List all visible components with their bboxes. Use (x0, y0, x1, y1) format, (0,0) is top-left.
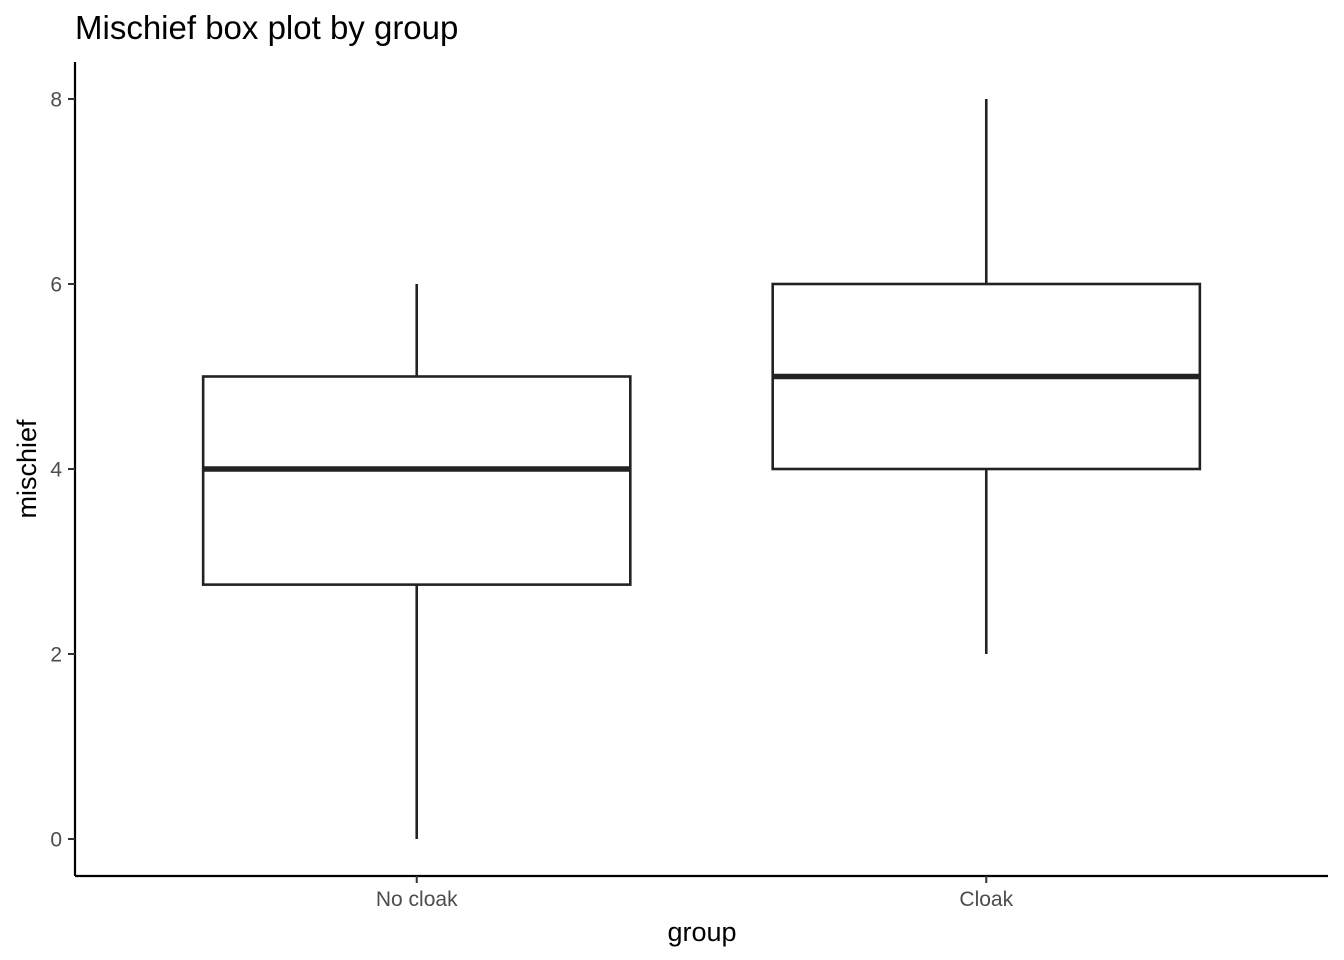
plot-area: 0 2 4 6 8 No cloak Cloak (50, 62, 1328, 911)
x-tick-label: Cloak (959, 888, 1013, 911)
y-tick-label: 6 (50, 274, 62, 297)
y-tick-label: 2 (50, 644, 62, 667)
x-axis-title: group (667, 917, 736, 947)
y-tick-label: 0 (50, 829, 62, 852)
box-cloak (771, 99, 1202, 654)
y-tick-label: 8 (50, 89, 62, 112)
box-no-cloak (201, 284, 632, 839)
x-tick-label: No cloak (376, 888, 458, 911)
y-axis-title: mischief (12, 419, 42, 519)
y-tick-label: 4 (50, 459, 62, 482)
chart-title: Mischief box plot by group (75, 9, 458, 46)
iqr-box (201, 375, 632, 586)
